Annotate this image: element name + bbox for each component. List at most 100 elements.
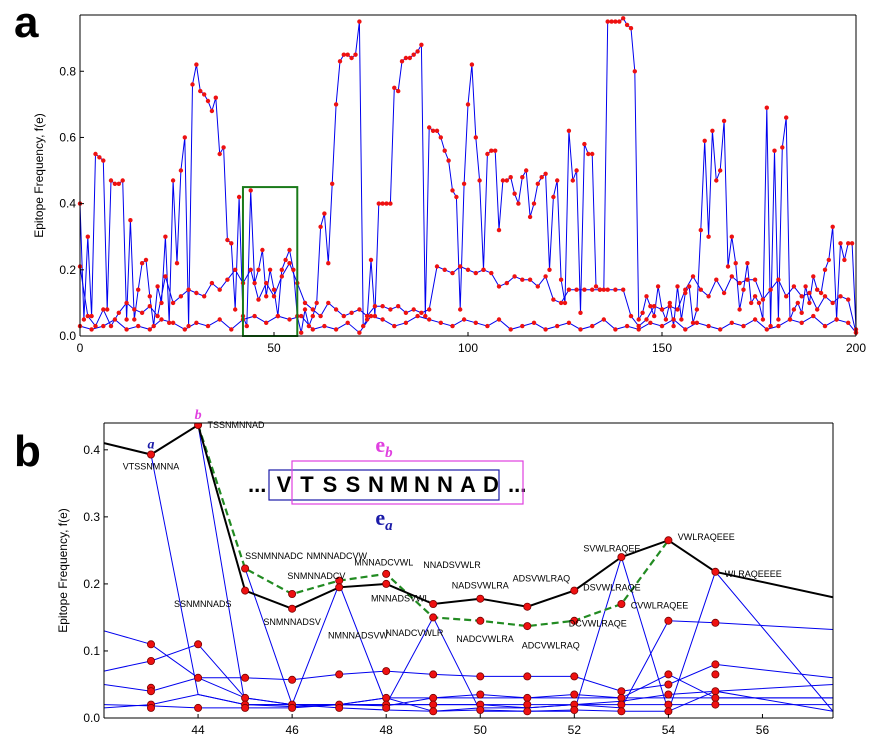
data-point: [105, 307, 110, 312]
data-point: [601, 317, 606, 322]
data-point: [330, 181, 335, 186]
data-point: [252, 280, 257, 286]
y-tick-label: 0.3: [83, 510, 100, 524]
data-point: [655, 284, 661, 289]
data-point: [628, 26, 634, 31]
data-point: [711, 618, 720, 627]
data-point: [582, 287, 587, 292]
data-point: [725, 264, 731, 269]
x-tick-label: 46: [285, 723, 299, 735]
data-point: [547, 267, 552, 272]
x-tick-label: 150: [652, 341, 672, 355]
data-point: [807, 290, 812, 296]
data-point: [429, 600, 438, 609]
data-point: [652, 313, 657, 319]
data-point: [473, 320, 478, 325]
data-point: [555, 323, 560, 329]
data-point: [380, 317, 385, 322]
data-point: [465, 267, 471, 272]
data-point: [729, 274, 734, 279]
data-point: [202, 92, 207, 97]
data-point: [241, 703, 250, 712]
data-point: [128, 218, 133, 223]
epitope-annotation: SSNMNNADC: [245, 551, 304, 561]
data-point: [170, 300, 176, 306]
data-point: [335, 670, 344, 679]
y-tick-label: 0.0: [59, 329, 76, 343]
data-point: [357, 19, 362, 24]
data-point: [241, 693, 250, 702]
sequence-letter: T: [300, 472, 314, 497]
data-point: [146, 687, 155, 696]
y-tick-label: 0.2: [83, 577, 100, 591]
data-point: [628, 313, 634, 319]
data-point: [493, 148, 498, 153]
data-point: [617, 693, 626, 702]
data-point: [349, 310, 354, 315]
data-point: [337, 59, 343, 64]
data-point: [648, 320, 653, 325]
data-point: [411, 307, 416, 312]
data-point: [535, 284, 540, 289]
data-point: [244, 323, 249, 329]
data-point: [318, 313, 323, 319]
data-point: [473, 270, 478, 276]
data-point: [574, 287, 579, 292]
data-point: [791, 284, 797, 289]
x-tick-label: 56: [756, 723, 770, 735]
data-point: [675, 284, 680, 289]
epitope-annotation: NADCVWLRA: [456, 634, 514, 644]
data-point: [694, 320, 700, 325]
data-point: [527, 277, 533, 282]
data-point: [368, 313, 374, 319]
data-point: [838, 241, 843, 246]
data-point: [429, 693, 438, 702]
data-point: [718, 327, 723, 332]
data-point: [613, 327, 618, 332]
data-point: [476, 616, 485, 625]
data-point: [523, 700, 532, 709]
data-point: [271, 287, 277, 292]
x-tick-label: 52: [568, 723, 582, 735]
data-point: [500, 178, 506, 183]
data-point: [275, 313, 281, 319]
data-point: [248, 188, 253, 193]
data-point: [139, 261, 145, 266]
data-point: [213, 95, 218, 100]
y-tick-label: 0.6: [59, 130, 76, 144]
data-point: [776, 277, 781, 282]
epitope-label-a-base: e: [375, 505, 385, 530]
data-point: [101, 307, 106, 312]
epitope-annotation: NMNNADCVW: [307, 551, 368, 561]
data-point: [830, 300, 835, 306]
data-point: [496, 227, 502, 233]
data-point: [664, 680, 673, 689]
data-point: [760, 317, 766, 322]
data-point: [458, 264, 463, 269]
data-point: [570, 178, 575, 183]
data-point: [582, 141, 587, 147]
data-point: [671, 323, 676, 329]
data-point: [423, 313, 428, 319]
epitope-label-b: eb: [375, 432, 393, 461]
data-point: [477, 178, 482, 183]
data-point: [531, 320, 537, 325]
data-point: [667, 300, 672, 306]
data-point: [664, 670, 673, 679]
epitope-label-a: ea: [375, 505, 393, 534]
data-point: [562, 300, 568, 306]
data-point: [485, 323, 490, 329]
data-point: [508, 327, 513, 332]
data-point: [644, 317, 649, 322]
sequence-letter: N: [437, 472, 453, 497]
data-point: [799, 320, 804, 325]
data-point: [659, 307, 665, 312]
data-point: [81, 317, 87, 322]
sequence-letter: N: [368, 472, 384, 497]
x-tick-label: 44: [191, 723, 205, 735]
data-point: [450, 188, 455, 193]
data-point: [784, 294, 789, 299]
y-tick-label: 0.4: [83, 443, 100, 457]
data-point: [664, 616, 673, 625]
